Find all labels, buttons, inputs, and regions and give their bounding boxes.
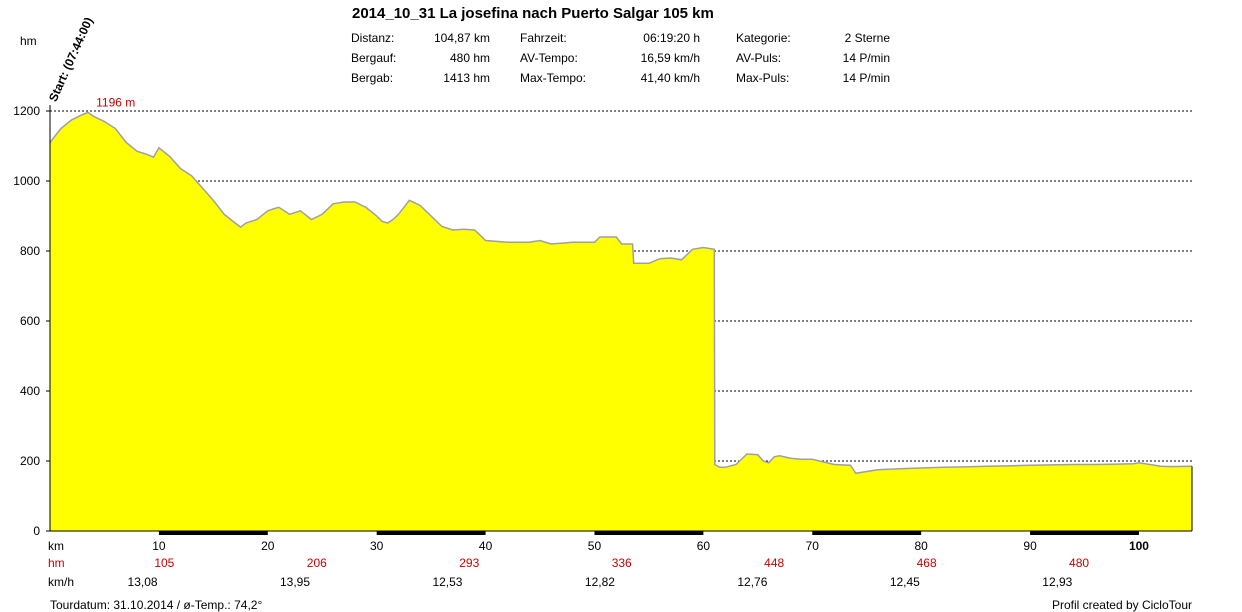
stat-label-category: Kategorie: — [736, 31, 791, 45]
distance-bar-segment — [1030, 531, 1139, 535]
stat-label-avg-speed: AV-Tempo: — [520, 51, 578, 65]
stat-label-max-speed: Max-Tempo: — [520, 71, 587, 85]
row-label-kmh: km/h — [48, 575, 74, 589]
stat-value-distance: 104,87 km — [433, 31, 490, 45]
stat-value-ascent: 480 hm — [449, 51, 490, 65]
speed-value: 13,95 — [280, 575, 310, 589]
x-tick-label: 100 — [1129, 539, 1149, 553]
x-tick-label: 10 — [152, 539, 166, 553]
climb-value: 468 — [917, 556, 937, 570]
footer-credit: Profil created by CicloTour — [1051, 598, 1192, 612]
climb-value: 336 — [612, 556, 632, 570]
axes — [49, 105, 1193, 535]
distance-bar-segment — [376, 531, 486, 535]
stat-label-distance: Distanz: — [351, 31, 395, 45]
climb-value: 448 — [764, 556, 784, 570]
x-tick-label: 40 — [479, 539, 493, 553]
distance-bar-segment — [594, 531, 704, 535]
row-label-hm: hm — [48, 556, 65, 570]
climb-value: 293 — [459, 556, 479, 570]
speed-value: 12,93 — [1042, 575, 1072, 589]
x-tick-labels: 10 20 30 40 50 60 70 80 90 100 — [152, 539, 1149, 553]
x-tick-label: 80 — [914, 539, 928, 553]
stat-value-avg-pulse: 14 P/min — [842, 51, 890, 65]
y-tick-label: 1200 — [13, 104, 40, 118]
x-tick-label: 60 — [697, 539, 711, 553]
profile-area — [49, 111, 1193, 532]
speed-value: 12,82 — [585, 575, 615, 589]
distance-bar-segment — [158, 531, 268, 535]
speed-value: 12,53 — [432, 575, 462, 589]
y-tick-label: 200 — [20, 454, 40, 468]
stat-label-max-pulse: Max-Puls: — [736, 71, 790, 85]
x-tick-label: 30 — [370, 539, 384, 553]
max-elevation-label: 1196 m — [96, 95, 135, 109]
y-tick-label: 600 — [20, 314, 40, 328]
y-axis-unit: hm — [20, 34, 37, 48]
stat-value-max-speed: 41,40 km/h — [640, 71, 700, 85]
x-tick-label: 90 — [1023, 539, 1037, 553]
stat-value-max-pulse: 14 P/min — [842, 71, 890, 85]
chart-title: 2014_10_31 La josefina nach Puerto Salga… — [352, 5, 714, 22]
speed-value: 12,45 — [890, 575, 920, 589]
speed-value: 12,76 — [737, 575, 767, 589]
stat-value-category: 2 Sterne — [844, 31, 890, 45]
x-tick-label: 70 — [806, 539, 820, 553]
y-tick-label: 400 — [20, 384, 40, 398]
y-tick-label: 0 — [33, 524, 40, 538]
footer-tour-date: Tourdatum: 31.10.2014 / ø-Temp.: 74,2° — [50, 598, 263, 612]
speed-value: 13,08 — [128, 575, 158, 589]
y-tick-label: 1000 — [13, 174, 40, 188]
climb-value: 206 — [307, 556, 327, 570]
stat-rows: km hm km/h 105 206 293 336 448 468 480 13,08 13,95 1… — [48, 539, 1089, 589]
y-tick-label: 800 — [20, 244, 40, 258]
x-tick-label: 20 — [261, 539, 275, 553]
stat-label-avg-pulse: AV-Puls: — [736, 51, 782, 65]
y-tick-labels: 0 200 400 600 800 1000 1200 1196 m — [13, 95, 135, 538]
climb-value: 480 — [1069, 556, 1089, 570]
x-tick-label: 50 — [588, 539, 602, 553]
stat-value-avg-speed: 16,59 km/h — [640, 51, 700, 65]
climb-value: 105 — [154, 556, 174, 570]
distance-bar-segment — [812, 531, 922, 535]
stat-label-ascent: Bergauf: — [351, 51, 397, 65]
stat-value-descent: 1413 hm — [443, 71, 490, 85]
stat-value-ridetime: 06:19:20 h — [643, 31, 700, 45]
stat-label-descent: Bergab: — [351, 71, 394, 85]
elevation-area — [50, 112, 1192, 532]
stat-label-ridetime: Fahrzeit: — [520, 31, 567, 45]
elevation-line — [49, 111, 1193, 475]
row-label-km: km — [48, 539, 64, 553]
